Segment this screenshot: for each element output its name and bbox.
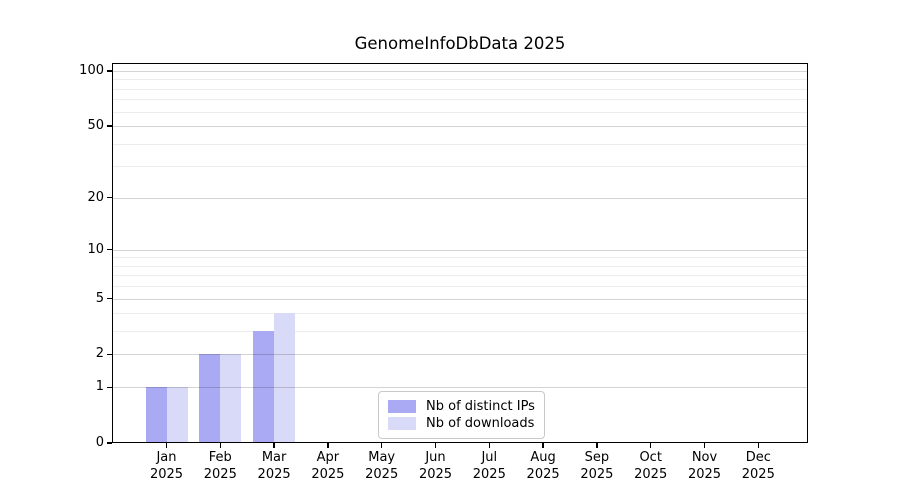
x-tick-label: Oct 2025: [619, 450, 683, 483]
x-tick-mark: [381, 443, 383, 448]
x-tick-year: 2025: [365, 466, 399, 482]
x-tick-label: Aug 2025: [511, 450, 575, 483]
x-tick-month: Sep: [584, 450, 610, 465]
x-tick-mark: [488, 443, 490, 448]
minor-gridline: [112, 331, 808, 333]
minor-gridline: [112, 286, 808, 288]
x-tick-mark: [542, 443, 544, 448]
y-tick-label: 10: [87, 241, 104, 257]
x-tick-month: Nov: [691, 450, 718, 465]
x-tick-mark: [650, 443, 652, 448]
y-tick-label: 100: [79, 63, 104, 79]
x-tick-year: 2025: [311, 466, 345, 482]
x-tick-year: 2025: [634, 466, 668, 482]
major-gridline: [112, 197, 808, 199]
y-tick-mark: [107, 353, 112, 356]
minor-gridline: [112, 79, 808, 81]
x-tick-label: Jun 2025: [404, 450, 468, 483]
x-tick-year: 2025: [418, 466, 453, 482]
y-tick-label: 50: [87, 118, 104, 134]
x-tick-mark: [596, 443, 598, 448]
legend-swatch-distinct-ips: [388, 400, 416, 413]
x-tick-label: Feb 2025: [188, 450, 252, 483]
y-tick-mark: [107, 442, 112, 444]
y-tick-label: 2: [95, 346, 104, 362]
bar-distinct-ips: [199, 354, 221, 443]
x-tick-year: 2025: [741, 466, 775, 482]
y-tick-label: 5: [95, 290, 104, 306]
legend: Nb of distinct IPs Nb of downloads: [378, 391, 545, 439]
bar-downloads: [274, 313, 296, 443]
minor-gridline: [112, 275, 808, 277]
x-tick-mark: [327, 443, 329, 448]
x-tick-label: Jul 2025: [457, 450, 521, 483]
y-tick-mark: [107, 297, 112, 300]
major-gridline: [112, 249, 808, 251]
y-tick-mark: [107, 70, 112, 72]
bar-distinct-ips: [145, 387, 167, 443]
x-tick-label: Mar 2025: [242, 450, 306, 483]
x-tick-month: Feb: [208, 450, 232, 465]
minor-gridline: [112, 99, 808, 101]
major-gridline: [112, 354, 808, 356]
major-gridline: [112, 387, 808, 389]
bar-downloads: [220, 354, 242, 443]
x-tick-month: Dec: [745, 450, 771, 465]
x-tick-year: 2025: [526, 466, 560, 482]
y-tick-label: 20: [87, 189, 104, 205]
bar-downloads: [166, 387, 188, 443]
minor-gridline: [112, 313, 808, 315]
x-tick-year: 2025: [149, 466, 184, 482]
x-tick-year: 2025: [472, 466, 506, 482]
x-tick-label: May 2025: [350, 450, 414, 483]
y-tick-mark: [107, 125, 112, 127]
legend-entry-downloads: Nb of downloads: [388, 416, 534, 431]
x-tick-label: Dec 2025: [726, 450, 790, 483]
x-tick-month: May: [368, 450, 396, 465]
y-tick-label: 1: [95, 379, 104, 395]
minor-gridline: [112, 88, 808, 90]
y-tick-mark: [107, 386, 112, 388]
x-tick-mark: [757, 443, 759, 448]
bar-distinct-ips: [253, 331, 275, 443]
x-tick-month: Jan: [156, 450, 177, 465]
legend-label-downloads: Nb of downloads: [426, 416, 535, 431]
minor-gridline: [112, 257, 808, 259]
minor-gridline: [112, 166, 808, 168]
major-gridline: [112, 298, 808, 300]
legend-swatch-downloads: [388, 417, 416, 430]
y-tick-mark: [107, 249, 112, 251]
x-tick-month: Jul: [481, 450, 498, 465]
y-tick-mark: [107, 197, 112, 199]
x-tick-year: 2025: [257, 466, 291, 482]
x-tick-mark: [703, 443, 706, 448]
x-tick-mark: [434, 443, 437, 448]
x-tick-mark: [219, 443, 221, 448]
major-gridline: [112, 71, 808, 73]
plot-area: [112, 63, 808, 443]
x-tick-month: Apr: [316, 450, 340, 465]
legend-entry-distinct-ips: Nb of distinct IPs: [388, 399, 535, 414]
x-tick-month: Aug: [530, 450, 556, 465]
x-tick-label: Apr 2025: [296, 450, 360, 483]
x-tick-month: Jun: [425, 450, 446, 465]
x-tick-label: Jan 2025: [135, 450, 199, 483]
minor-gridline: [112, 265, 808, 267]
x-tick-mark: [165, 443, 168, 448]
x-tick-label: Sep 2025: [565, 450, 629, 483]
minor-gridline: [112, 143, 808, 145]
x-tick-mark: [273, 443, 275, 448]
major-gridline: [112, 126, 808, 128]
x-tick-year: 2025: [203, 466, 237, 482]
x-tick-year: 2025: [687, 466, 722, 482]
x-tick-month: Mar: [261, 450, 287, 465]
x-tick-year: 2025: [580, 466, 614, 482]
x-tick-label: Nov 2025: [673, 450, 737, 483]
legend-label-distinct-ips: Nb of distinct IPs: [426, 399, 535, 414]
minor-gridline: [112, 111, 808, 113]
chart-title: GenomeInfoDbData 2025: [354, 34, 566, 53]
x-tick-month: Oct: [639, 450, 662, 465]
y-tick-label: 0: [95, 435, 104, 450]
